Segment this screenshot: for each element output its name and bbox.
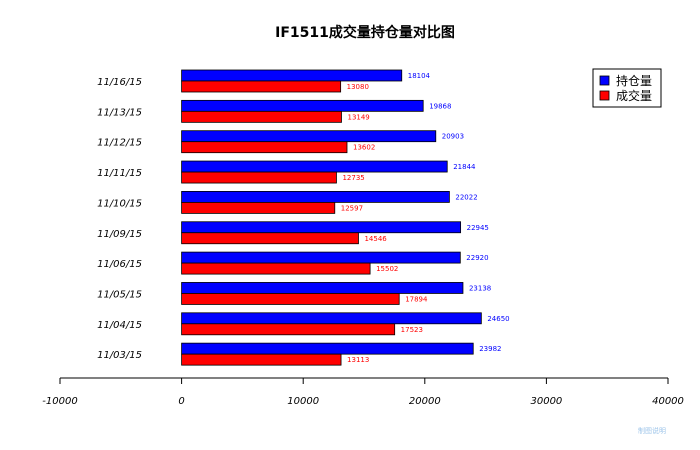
bar-volume <box>181 80 342 93</box>
value-label: 13149 <box>347 113 369 121</box>
bar-open-interest <box>181 99 424 112</box>
watermark: 制图说明 <box>638 426 666 435</box>
category-label: 11/04/15 <box>97 320 142 331</box>
bars-layer: 11/16/15 18104 13080 11/13/15 19868 13149 11/1… <box>97 69 510 366</box>
category-label: 11/16/15 <box>97 77 142 88</box>
value-label: 22945 <box>467 224 489 232</box>
value-label: 23982 <box>479 345 501 353</box>
category-label: 11/09/15 <box>97 229 142 240</box>
bar-volume <box>181 262 371 275</box>
bar-open-interest <box>181 221 462 234</box>
value-label: 17523 <box>401 326 423 334</box>
value-label: 13113 <box>347 356 369 364</box>
category-label: 11/05/15 <box>97 289 142 300</box>
bar-open-interest <box>181 282 464 294</box>
bar-volume <box>181 323 396 336</box>
bar-open-interest <box>181 312 482 325</box>
bar-open-interest <box>181 69 403 82</box>
bar-volume <box>181 232 359 245</box>
value-label: 17894 <box>405 295 428 303</box>
value-label: 23138 <box>469 284 491 292</box>
bar-open-interest <box>181 160 448 173</box>
x-tick-label: 10000 <box>287 396 319 407</box>
bar-open-interest <box>181 342 474 355</box>
category-label: 11/11/15 <box>97 168 142 179</box>
legend-box <box>592 68 662 108</box>
legend-swatch <box>599 75 610 86</box>
x-tick-label: 30000 <box>530 396 562 407</box>
legend-label: 成交量 <box>616 88 652 103</box>
category-label: 11/03/15 <box>97 350 142 361</box>
legend-swatch <box>599 90 610 101</box>
x-tick-label: 20000 <box>409 396 441 407</box>
category-label: 11/12/15 <box>97 138 142 149</box>
value-label: 15502 <box>376 265 398 273</box>
value-label: 22920 <box>466 254 488 262</box>
value-label: 12597 <box>341 204 363 212</box>
value-label: 18104 <box>408 72 431 80</box>
legend-label: 持仓量 <box>616 73 652 88</box>
chart-title: IF1511成交量持仓量对比图 <box>275 24 455 41</box>
bar-volume <box>181 110 342 123</box>
bar-volume <box>181 141 348 154</box>
bar-volume <box>181 201 336 214</box>
bar-open-interest <box>181 251 461 264</box>
bar-volume <box>181 353 342 366</box>
bar-open-interest <box>181 130 437 143</box>
value-label: 13080 <box>347 83 369 91</box>
x-tick-label: 0 <box>178 396 184 407</box>
value-label: 24650 <box>487 315 509 323</box>
value-label: 14546 <box>364 235 387 243</box>
value-label: 19868 <box>429 102 451 110</box>
bar-volume <box>181 293 400 305</box>
category-label: 11/06/15 <box>97 259 142 270</box>
value-label: 22022 <box>455 193 477 201</box>
category-label: 11/13/15 <box>97 107 142 118</box>
category-label: 11/10/15 <box>97 198 142 209</box>
x-tick-label: -10000 <box>42 396 77 407</box>
x-axis: -10000 0 10000 20000 30000 40000 <box>42 377 684 407</box>
value-label: 21844 <box>453 163 476 171</box>
value-label: 20903 <box>442 133 464 141</box>
bar-open-interest <box>181 190 450 203</box>
value-label: 12735 <box>342 174 364 182</box>
bar-volume <box>181 171 337 184</box>
x-tick-label: 40000 <box>652 396 684 407</box>
value-label: 13602 <box>353 144 375 152</box>
